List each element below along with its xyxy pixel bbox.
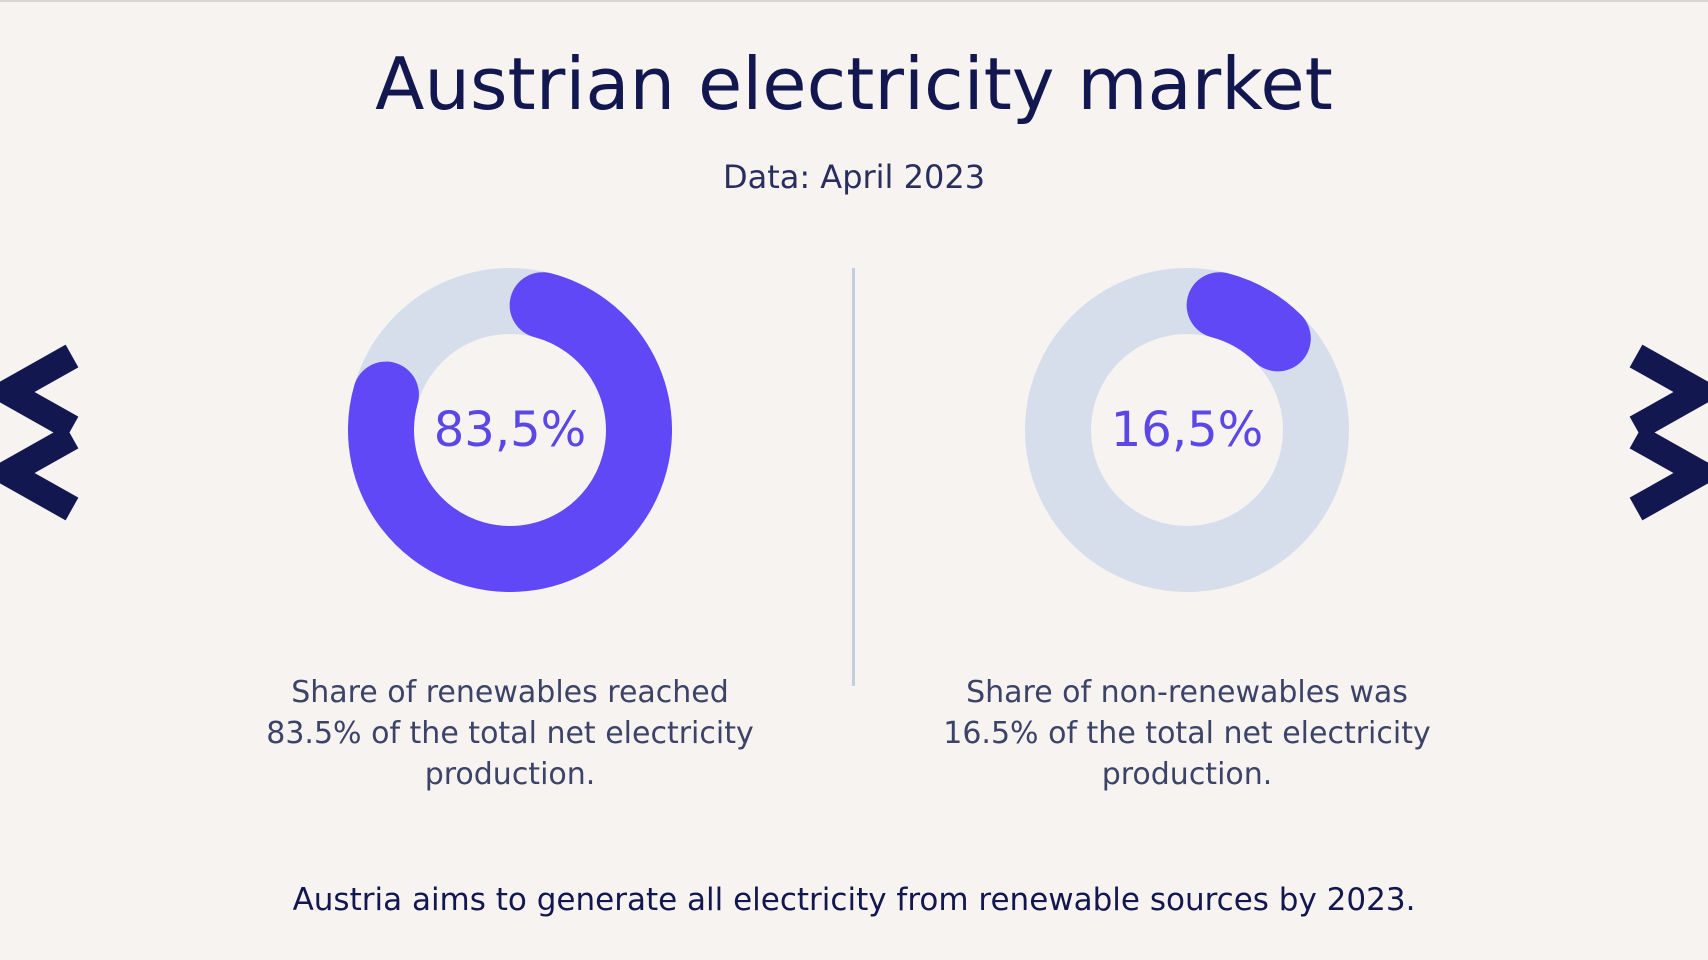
non-renewables-donut-chart: 16,5% [1025,268,1349,592]
non-renewables-caption: Share of non-renewables was 16.5% of the… [943,675,1431,792]
renewables-donut-slice [348,272,672,592]
top-border [0,0,1708,2]
footnote: Austria aims to generate all electricity… [292,882,1416,918]
vertical-divider [852,268,855,686]
page-subtitle: Data: April 2023 [722,158,986,196]
renewables-donut-svg [348,268,672,592]
double-chevron-left-icon [0,340,160,529]
double-chevron-right-icon [1548,340,1708,529]
renewables-caption: Share of renewables reached 83.5% of the… [266,675,754,792]
non-renewables-donut-slice [1186,272,1311,372]
non-renewables-value-label: 16,5% [1110,402,1264,458]
page-title: Austrian electricity market [375,42,1333,126]
renewables-donut-chart: 83,5% [348,268,672,592]
non-renewables-donut-svg [1025,268,1349,592]
renewables-value-label: 83,5% [433,402,587,458]
